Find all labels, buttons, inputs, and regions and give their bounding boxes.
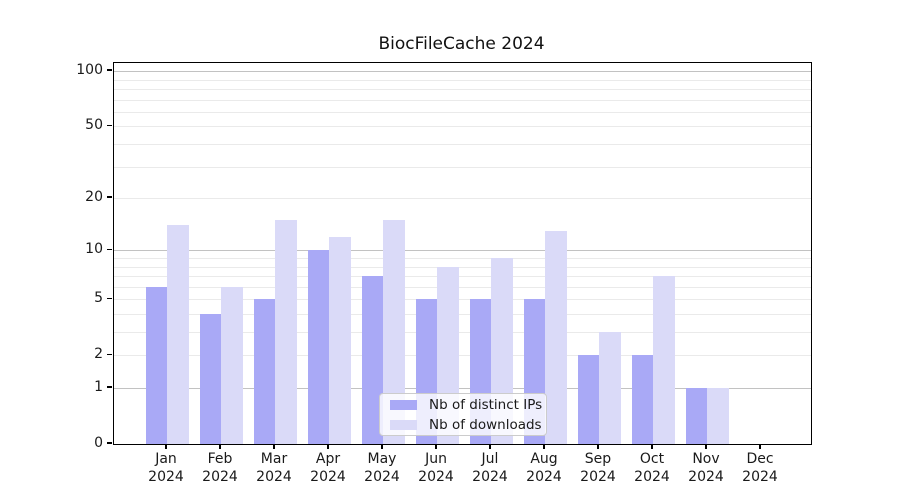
plot-area: Nb of distinct IPs Nb of downloads [113,62,812,445]
gridline-minor [114,286,811,288]
y-tick-label: 10 [85,241,103,258]
gridline-minor [114,111,811,113]
gridline-minor [114,89,811,91]
legend-swatch-distinct-ips [390,399,417,410]
x-tick-mark [327,444,329,450]
gridline-minor [114,79,811,81]
x-tick-mark [165,444,167,450]
bar-downloads [329,236,351,444]
x-tick-label: May 2024 [364,451,400,485]
x-tick-mark [219,444,221,450]
legend-label-downloads: Nb of downloads [429,416,542,433]
gridline-minor [114,355,811,357]
legend-label-distinct-ips: Nb of distinct IPs [429,396,543,413]
bar-distinct-ips [307,250,329,444]
x-tick-mark [651,444,653,450]
legend-entry-downloads: Nb of downloads [388,417,542,433]
y-tick-label: 2 [94,346,103,363]
x-tick-mark [489,444,491,450]
y-tick-label: 20 [85,189,103,206]
gridline-minor [114,332,811,334]
x-tick-mark [435,444,437,450]
bar-downloads [545,230,567,444]
x-tick-mark [381,444,383,450]
bar-downloads [383,220,405,444]
x-tick-label: Oct 2024 [634,451,670,485]
x-tick-label: Sep 2024 [580,451,616,485]
gridline-minor [114,299,811,301]
x-tick-label: Mar 2024 [256,451,292,485]
bar-downloads [221,286,243,444]
x-tick-mark [543,444,545,450]
bar-distinct-ips [631,355,653,444]
bar-downloads [599,332,621,444]
y-tick-label: 100 [76,62,103,79]
y-tick-mark [107,124,112,127]
y-tick-label: 5 [94,290,103,307]
gridline-minor [114,313,811,315]
bar-distinct-ips [199,313,221,444]
x-tick-label: Nov 2024 [688,451,724,485]
chart-title: BiocFileCache 2024 [378,34,545,54]
y-tick-mark [107,353,112,355]
y-tick-mark [107,442,112,444]
x-tick-mark [273,444,275,450]
x-tick-label: Jul 2024 [472,451,508,485]
gridline-minor [114,166,811,168]
x-tick-label: Jun 2024 [418,451,454,485]
y-tick-label: 1 [94,379,103,395]
y-tick-mark [107,69,112,71]
x-tick-label: Jan 2024 [148,451,184,485]
gridline-minor [114,99,811,101]
x-tick-label: Apr 2024 [310,451,346,485]
gridline-major [114,71,811,73]
bar-downloads [707,388,729,444]
gridline-major [114,250,811,252]
x-tick-mark [597,444,599,450]
bar-downloads [653,276,675,444]
bar-distinct-ips [577,355,599,444]
y-tick-mark [107,196,112,198]
legend-entry-distinct-ips: Nb of distinct IPs [388,397,542,413]
gridline-minor [114,198,811,200]
y-tick-mark [107,386,112,388]
y-tick-mark [107,297,112,299]
gridline-minor [114,126,811,128]
legend: Nb of distinct IPs Nb of downloads [379,393,547,436]
bar-distinct-ips [145,286,167,444]
y-tick-label: 50 [85,117,103,134]
y-tick-mark [107,248,112,250]
x-tick-mark [705,444,707,450]
gridline-minor [114,276,811,278]
gridline-minor [114,144,811,146]
gridline-minor [114,258,811,259]
gridline-major [114,388,811,389]
gridline-minor [114,266,811,268]
x-tick-label: Dec 2024 [742,451,778,485]
bar-downloads [275,220,297,444]
x-tick-label: Feb 2024 [202,451,238,485]
bar-distinct-ips [685,388,707,444]
x-tick-label: Aug 2024 [526,451,562,485]
bar-distinct-ips [361,276,383,444]
bar-distinct-ips [253,299,275,444]
bar-downloads [167,225,189,444]
y-tick-label: 0 [94,435,103,451]
legend-swatch-downloads [390,419,417,430]
x-tick-mark [759,444,761,450]
